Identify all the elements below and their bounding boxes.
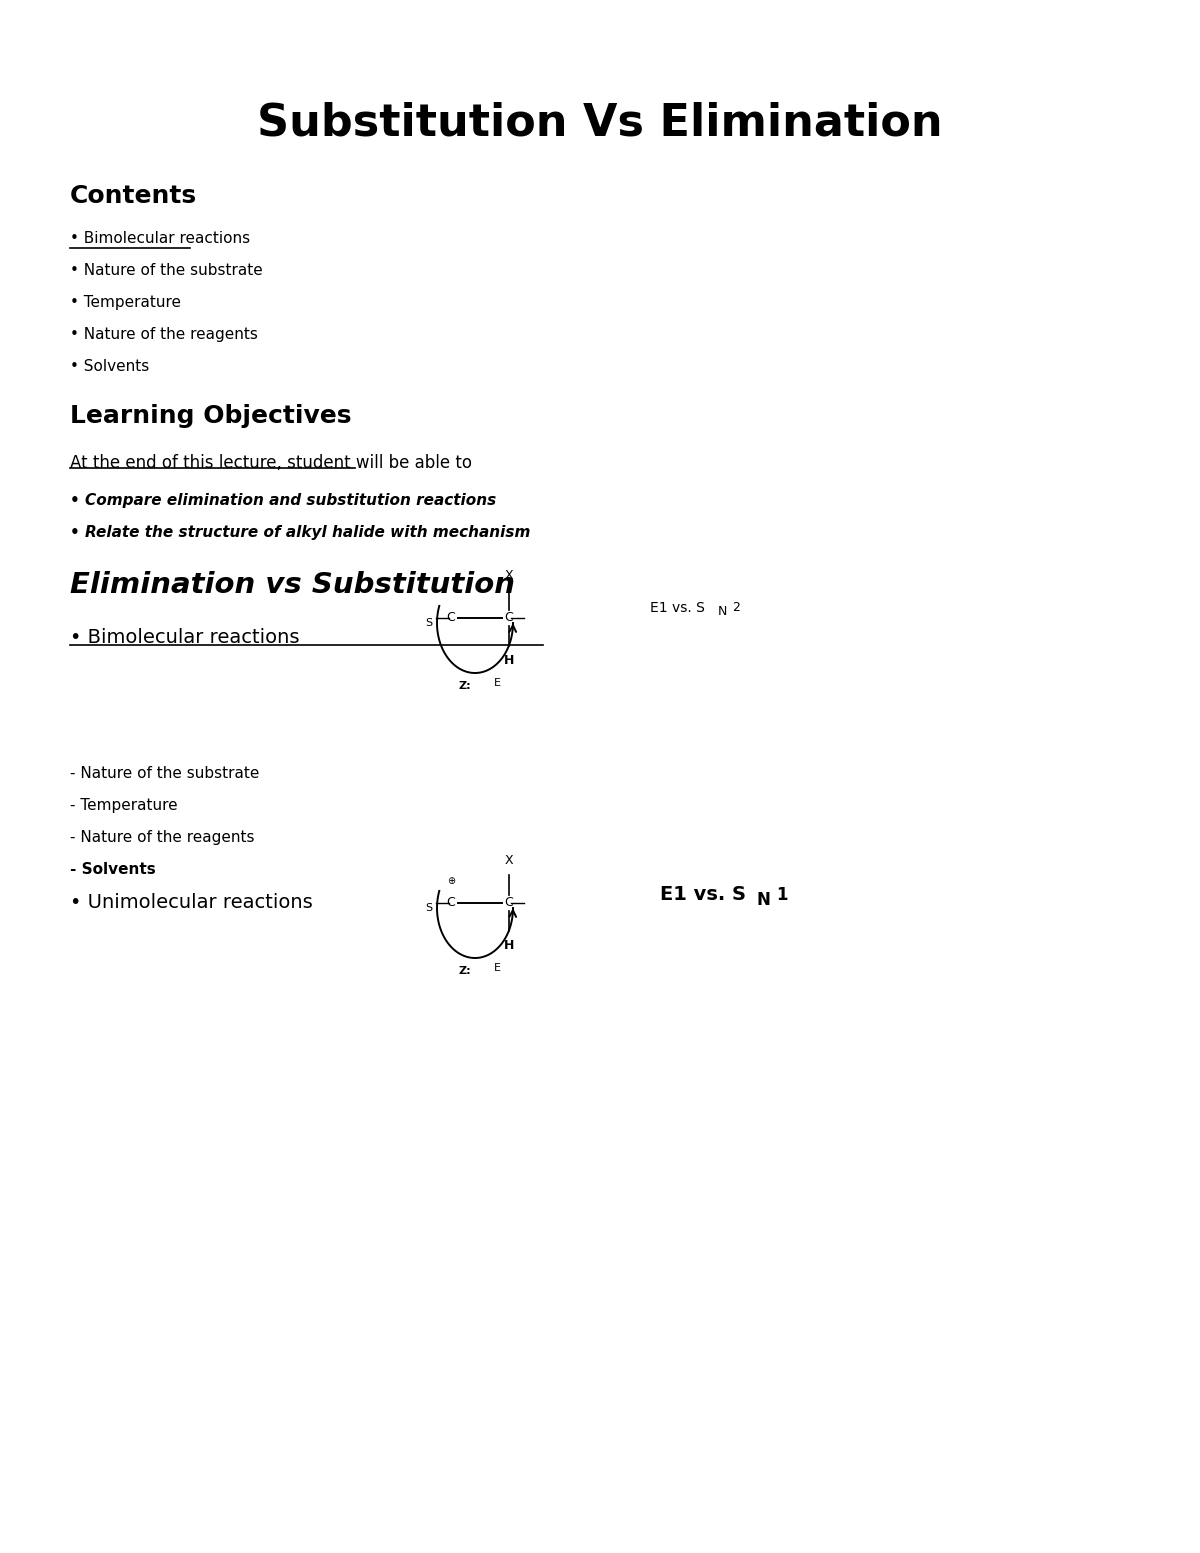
Text: • Bimolecular reactions: • Bimolecular reactions: [70, 627, 300, 648]
Text: • Compare elimination and substitution reactions: • Compare elimination and substitution r…: [70, 492, 497, 508]
Text: Z:: Z:: [458, 966, 472, 975]
Text: Z:: Z:: [458, 682, 472, 691]
Text: • Temperature: • Temperature: [70, 295, 181, 311]
Text: H: H: [504, 940, 514, 952]
Text: • Nature of the substrate: • Nature of the substrate: [70, 262, 263, 278]
Text: E: E: [494, 679, 502, 688]
Text: N: N: [757, 891, 770, 909]
Text: C: C: [446, 896, 455, 910]
Text: - Nature of the reagents: - Nature of the reagents: [70, 829, 254, 845]
Text: • Solvents: • Solvents: [70, 359, 149, 374]
Text: X: X: [505, 854, 514, 867]
Text: • Unimolecular reactions: • Unimolecular reactions: [70, 893, 313, 912]
Text: Contents: Contents: [70, 183, 197, 208]
Text: H: H: [504, 654, 514, 666]
Text: C: C: [505, 896, 514, 910]
Text: Learning Objectives: Learning Objectives: [70, 404, 352, 429]
Text: 1: 1: [776, 887, 787, 904]
Text: E: E: [494, 963, 502, 974]
Text: • Nature of the reagents: • Nature of the reagents: [70, 328, 258, 342]
Text: C: C: [505, 612, 514, 624]
Text: E1 vs. S: E1 vs. S: [660, 885, 746, 904]
Text: Substitution Vs Elimination: Substitution Vs Elimination: [257, 101, 943, 144]
Text: - Temperature: - Temperature: [70, 798, 178, 814]
Text: S: S: [425, 902, 432, 913]
Text: At the end of this lecture, student will be able to: At the end of this lecture, student will…: [70, 453, 472, 472]
Text: S: S: [425, 618, 432, 627]
Text: ⊕: ⊕: [446, 876, 455, 887]
Text: 2: 2: [732, 601, 740, 615]
Text: • Relate the structure of alkyl halide with mechanism: • Relate the structure of alkyl halide w…: [70, 525, 530, 540]
Text: X: X: [505, 568, 514, 582]
Text: E1 vs. S: E1 vs. S: [650, 601, 704, 615]
Text: - Solvents: - Solvents: [70, 862, 156, 877]
Text: Elimination vs Substitution: Elimination vs Substitution: [70, 572, 515, 599]
Text: N: N: [718, 606, 727, 618]
Text: - Nature of the substrate: - Nature of the substrate: [70, 766, 259, 781]
Text: • Bimolecular reactions: • Bimolecular reactions: [70, 231, 250, 245]
Text: C: C: [446, 612, 455, 624]
